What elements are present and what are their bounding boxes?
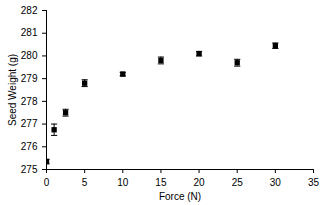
svg-text:25: 25: [232, 177, 244, 188]
svg-text:15: 15: [155, 177, 167, 188]
svg-text:278: 278: [21, 96, 38, 107]
svg-text:35: 35: [308, 177, 320, 188]
svg-text:5: 5: [82, 177, 88, 188]
svg-text:Force (N): Force (N): [159, 191, 201, 202]
svg-text:0: 0: [44, 177, 50, 188]
svg-text:10: 10: [117, 177, 129, 188]
svg-text:275: 275: [21, 164, 38, 175]
svg-text:Seed Weight (g): Seed Weight (g): [7, 54, 18, 126]
svg-text:282: 282: [21, 5, 38, 16]
svg-text:281: 281: [21, 27, 38, 38]
svg-text:280: 280: [21, 50, 38, 61]
svg-text:20: 20: [194, 177, 206, 188]
svg-text:279: 279: [21, 73, 38, 84]
svg-text:277: 277: [21, 118, 38, 129]
svg-text:276: 276: [21, 141, 38, 152]
svg-text:30: 30: [270, 177, 282, 188]
